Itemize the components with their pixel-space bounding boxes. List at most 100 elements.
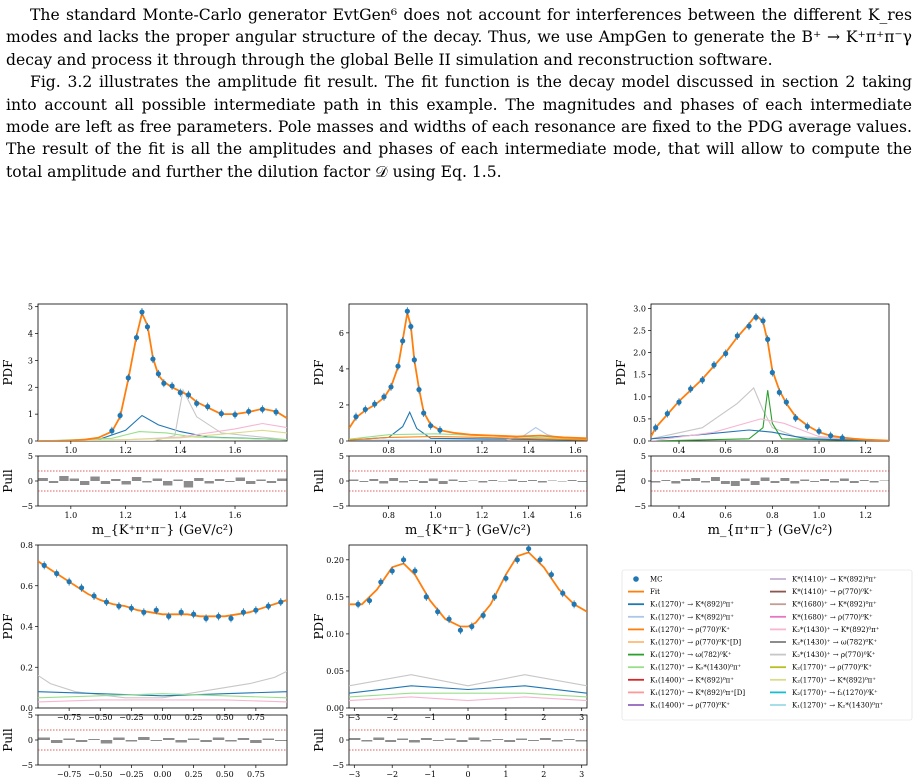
pull-bar: [389, 478, 399, 481]
mc-point: [246, 408, 252, 415]
mc-point: [746, 323, 752, 329]
mc-point: [411, 357, 417, 363]
amplitude-fit-figure: 0 1 2 3 4 5 1.0 1.2 1.4 1.6 PDF −5 0 5 1.0 1.2 1.4 1.6 Pul…: [1, 303, 913, 783]
pull-y-tick-label: 5: [339, 711, 344, 720]
mc-point: [161, 380, 167, 386]
y-tick-label: 0.2: [20, 663, 33, 672]
pull-bar: [75, 740, 88, 742]
x-tick-label: 1.6: [569, 446, 582, 455]
mc-point: [769, 369, 775, 376]
component-line-2: [349, 685, 587, 694]
mc-point: [144, 324, 151, 330]
pull-y-tick-label: 5: [28, 711, 33, 720]
pull-x-tick-label: 0.8: [766, 511, 779, 520]
x-tick-label: 1.0: [64, 446, 77, 455]
pull-bar: [711, 477, 720, 481]
mc-point: [125, 375, 131, 381]
pull-bar: [770, 481, 780, 483]
pull-bar: [681, 479, 691, 481]
pull-x-tick-label: 0.8: [382, 511, 395, 520]
pull-bar: [194, 478, 204, 481]
mc-point: [228, 615, 234, 621]
pull-bar: [142, 481, 152, 483]
pull-bar: [428, 478, 438, 481]
mc-point: [491, 594, 498, 600]
pull-bar: [790, 481, 800, 484]
pull-x-tick-label: 0.00: [154, 770, 172, 779]
fit-line: [651, 313, 889, 441]
x-tick-label: 0.25: [185, 713, 203, 722]
pull-bar: [373, 737, 385, 740]
mc-point: [116, 603, 122, 609]
pull-bar: [547, 480, 557, 481]
pull-bar: [448, 479, 458, 481]
text-block: The standard Monte-Carlo generator EvtGe…: [6, 4, 912, 183]
pull-bar: [539, 738, 551, 740]
pull-bar: [138, 737, 150, 740]
pull-bar: [379, 481, 389, 484]
pull-x-tick-label: −0.75: [57, 770, 82, 779]
x-axis-label: m_{K⁺π⁻} (GeV/c²): [405, 523, 531, 538]
mc-point: [155, 371, 161, 377]
pull-y-tick-label: 5: [641, 452, 646, 461]
mc-point: [191, 611, 197, 617]
pull-bar: [48, 481, 59, 483]
pull-bar: [59, 476, 69, 481]
pull-bar: [577, 481, 587, 482]
mc-point: [688, 386, 694, 392]
mc-point: [446, 616, 452, 622]
pull-bar: [438, 481, 448, 484]
pull-bar: [800, 479, 810, 481]
pull-bar: [250, 740, 262, 743]
legend-entry: K₁(1270)⁺ → K₀*(1430)⁰π⁺: [650, 664, 742, 672]
mc-point: [133, 334, 140, 341]
y-axis-label: PDF: [1, 613, 15, 639]
paragraph-1: The standard Monte-Carlo generator EvtGe…: [6, 6, 912, 69]
legend-entry: K₁(1270)⁺ → K*(892)⁰π⁺[D]: [650, 689, 745, 697]
x-tick-label: −2: [386, 713, 398, 722]
mc-point: [355, 601, 361, 607]
mc-point: [776, 389, 782, 395]
pull-bar: [200, 740, 212, 742]
pull-bar: [175, 740, 187, 743]
mc-point: [816, 428, 822, 434]
pull-bar: [810, 481, 820, 482]
pull-bar: [720, 481, 730, 484]
mc-point: [435, 609, 441, 615]
pull-bar: [557, 481, 567, 482]
pull-x-tick-label: −1: [424, 770, 436, 779]
pull-axis-label: Pull: [1, 469, 15, 493]
y-tick-label: 5: [28, 303, 33, 312]
pull-x-tick-label: 0: [465, 770, 470, 779]
pull-bar: [750, 481, 760, 485]
pull-bar: [369, 479, 379, 481]
x-tick-label: 1.2: [119, 446, 132, 455]
x-tick-label: 0.6: [719, 446, 732, 455]
y-tick-label: 1.5: [633, 371, 646, 380]
pull-x-tick-label: −2: [386, 770, 398, 779]
pull-bar: [214, 479, 225, 481]
chart-panel-4: 0.0 0.2 0.4 0.6 0.8 −0.75 −0.50 −0.25 0.00 0.25 0.…: [1, 541, 288, 783]
pull-bar: [730, 481, 740, 486]
pull-bar: [246, 481, 256, 484]
y-axis-label: PDF: [1, 359, 15, 385]
pull-bar: [150, 740, 162, 741]
pull-bar: [349, 738, 361, 740]
mc-point: [503, 575, 509, 581]
pull-bar: [839, 478, 849, 481]
component-line-4: [349, 435, 587, 441]
mc-point: [416, 387, 422, 393]
pull-x-tick-label: −0.25: [119, 770, 144, 779]
mc-point: [205, 404, 211, 410]
mc-point: [203, 615, 209, 621]
x-tick-label: 0.4: [673, 446, 686, 455]
pull-bar: [80, 481, 90, 485]
mc-point: [362, 406, 368, 413]
mc-point: [404, 308, 410, 314]
component-line-2: [38, 388, 287, 441]
pull-bar: [88, 739, 100, 740]
pull-bar: [432, 740, 444, 741]
pull-bar: [204, 481, 214, 484]
pull-x-tick-label: 1.6: [569, 511, 582, 520]
pull-bar: [869, 481, 879, 483]
